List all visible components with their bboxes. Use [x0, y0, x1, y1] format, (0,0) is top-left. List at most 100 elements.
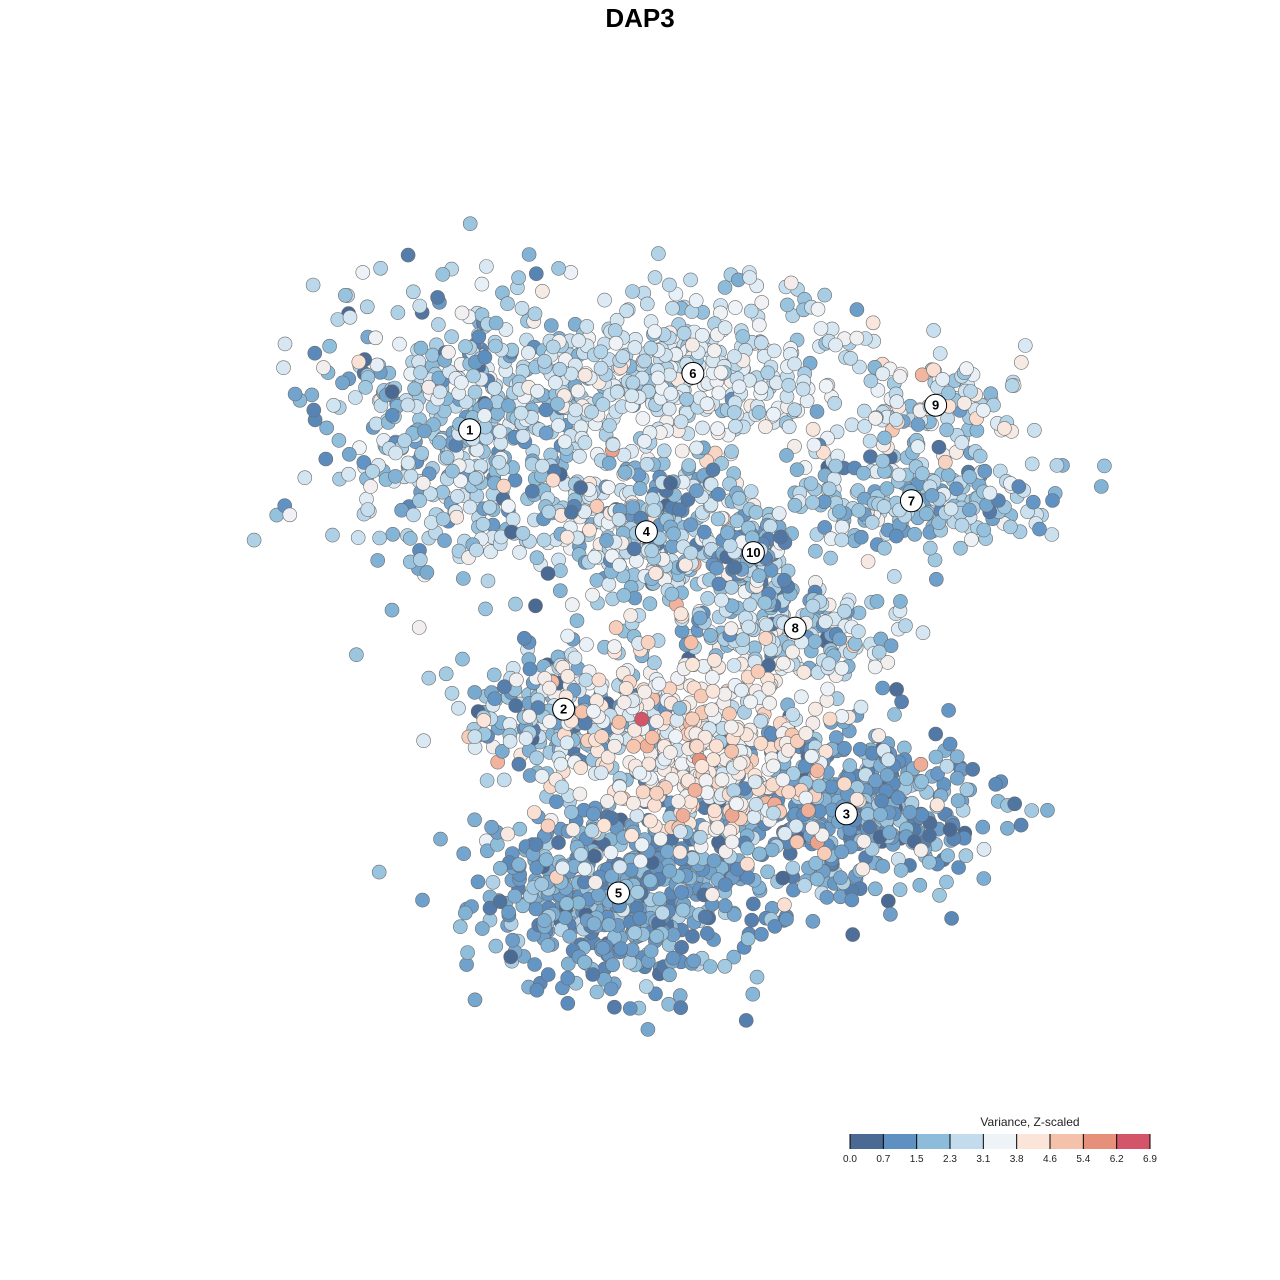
cell-point — [501, 398, 516, 413]
cell-point — [867, 659, 883, 675]
cell-point — [586, 703, 601, 719]
cell-point — [703, 627, 718, 643]
cell-point — [689, 739, 705, 754]
cell-point — [411, 620, 427, 635]
cell-point — [611, 511, 627, 527]
cell-point — [370, 553, 386, 568]
cell-point — [935, 372, 951, 387]
cell-point — [700, 591, 716, 606]
cell-point — [941, 703, 956, 718]
cell-point — [593, 765, 609, 781]
cell-point — [1024, 803, 1039, 818]
cell-point — [545, 472, 561, 488]
cell-point — [805, 913, 821, 929]
cell-point — [856, 403, 872, 419]
cell-point — [864, 515, 880, 530]
cell-point — [647, 655, 662, 671]
cell-point — [922, 540, 938, 556]
cell-point — [735, 329, 751, 344]
cell-point — [627, 340, 643, 355]
cell-point — [615, 349, 631, 365]
cell-point — [588, 875, 603, 890]
cell-point — [363, 479, 378, 494]
cell-point — [521, 708, 537, 724]
cell-point — [834, 660, 850, 676]
cell-point — [433, 831, 448, 847]
cell-point — [559, 529, 575, 545]
cell-point — [762, 695, 777, 711]
cell-point — [567, 650, 583, 666]
cell-point — [528, 837, 544, 852]
cell-point — [450, 489, 465, 504]
cell-point — [746, 809, 762, 825]
cell-point — [600, 480, 616, 495]
cell-point — [751, 317, 767, 333]
cell-point — [673, 414, 689, 430]
cell-point — [540, 938, 556, 953]
cell-point — [479, 773, 495, 788]
cell-point — [603, 981, 619, 997]
cell-point — [368, 330, 383, 346]
cell-point — [487, 381, 502, 396]
cell-point — [766, 343, 782, 359]
cell-point — [683, 517, 698, 533]
cell-point — [577, 435, 593, 450]
cell-point — [388, 445, 404, 461]
cell-point — [335, 375, 350, 391]
cell-point — [557, 434, 573, 450]
cell-point — [663, 475, 678, 491]
cell-point — [726, 907, 742, 922]
cell-point — [331, 433, 347, 448]
cell-point — [779, 297, 795, 313]
cell-point — [753, 335, 769, 351]
cell-point — [608, 620, 624, 636]
cell-point — [316, 360, 331, 375]
cell-point — [714, 772, 730, 788]
cell-point — [412, 493, 427, 508]
cell-point — [1094, 479, 1109, 494]
cell-point — [277, 336, 293, 352]
cell-point — [761, 681, 777, 696]
cell-point — [759, 617, 774, 633]
cell-point — [529, 750, 544, 766]
cell-point — [915, 625, 931, 641]
cell-point — [729, 796, 744, 812]
cell-point — [579, 637, 594, 652]
cell-point — [764, 842, 780, 858]
cell-point — [540, 967, 556, 982]
cell-point — [384, 384, 400, 400]
cell-point — [804, 749, 819, 764]
cell-point — [672, 502, 687, 517]
cell-point — [717, 958, 733, 974]
cell-point — [438, 666, 454, 682]
cell-point — [540, 566, 556, 581]
cell-point — [868, 410, 883, 426]
cell-point — [503, 949, 519, 965]
cell-point — [550, 396, 565, 412]
cell-point — [623, 608, 639, 623]
cell-point — [536, 913, 552, 928]
cell-point — [753, 380, 769, 396]
cell-point — [902, 804, 918, 820]
cell-point — [607, 738, 622, 754]
cell-point — [798, 790, 814, 806]
cell-point — [586, 806, 601, 822]
cell-point — [831, 504, 847, 519]
cell-point — [972, 448, 988, 464]
cell-point — [560, 668, 576, 684]
cell-point — [560, 995, 576, 1011]
cell-point — [674, 443, 690, 459]
cell-point — [699, 396, 715, 412]
cell-point — [913, 842, 929, 858]
cell-point — [637, 433, 652, 449]
cell-point — [417, 423, 432, 439]
cell-point — [509, 672, 524, 688]
legend-tick-label: 0.0 — [843, 1154, 857, 1165]
cell-point — [577, 367, 593, 383]
cell-point — [728, 418, 743, 434]
cell-point — [306, 402, 322, 418]
cell-point — [899, 771, 914, 787]
cell-point — [660, 844, 675, 859]
cell-point — [512, 545, 527, 560]
cell-point — [724, 834, 740, 850]
